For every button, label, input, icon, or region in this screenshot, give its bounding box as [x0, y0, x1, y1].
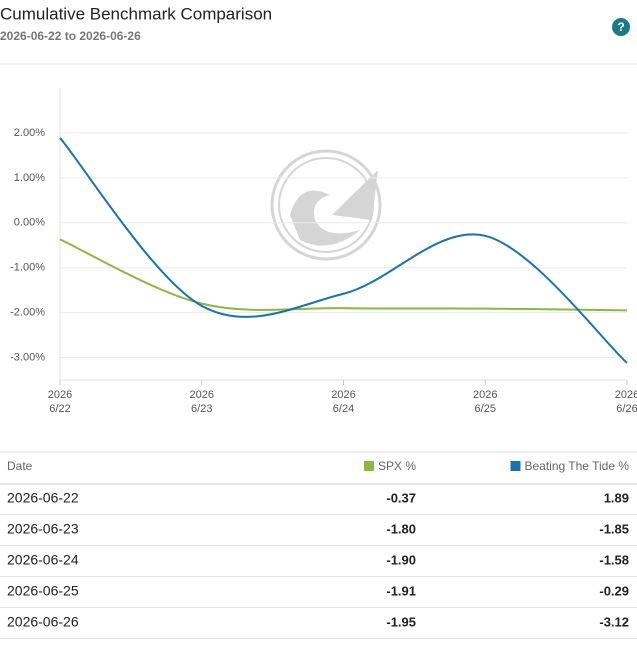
line — [59, 238, 628, 312]
y-tick-label: -2.00% — [10, 307, 45, 319]
table-value: -1.95 — [386, 614, 416, 629]
line — [59, 137, 628, 364]
table-header: Date — [7, 459, 33, 473]
table-value: -0.29 — [599, 583, 629, 598]
x-tick-label: 2026 — [473, 389, 497, 401]
table-date: 2026-06-22 — [7, 490, 79, 506]
x-tick-label: 6/25 — [475, 403, 496, 415]
x-tick-label: 2026 — [190, 389, 214, 401]
table-value: -1.58 — [599, 552, 629, 567]
table: Date SPX % Beating The Tide % 2026-06-22 -0.… — [0, 451, 637, 639]
x-tick-label: 2026 — [48, 389, 72, 401]
table-date: 2026-06-26 — [7, 614, 79, 630]
help-icon[interactable] — [612, 18, 630, 36]
legend-label: SPX % — [378, 459, 416, 473]
x-tick-label: 2026 — [331, 389, 355, 401]
chart-subtitle: 2026-06-22 to 2026-06-26 — [0, 29, 141, 43]
table-value: -3.12 — [599, 614, 629, 629]
legend-label: Beating The Tide % — [524, 459, 629, 473]
legend-swatch — [363, 461, 374, 471]
y-tick-label: 2.00% — [14, 127, 45, 139]
table-value: -1.85 — [599, 521, 629, 536]
table-date: 2026-06-24 — [7, 552, 79, 568]
x-tick-label: 6/22 — [49, 403, 70, 415]
table-date: 2026-06-23 — [7, 521, 79, 537]
help-icon-text[interactable]: ? — [617, 20, 624, 34]
table-value: -0.37 — [386, 490, 416, 505]
table-value: -1.80 — [386, 521, 416, 536]
table-value: -1.90 — [386, 552, 416, 567]
table-value: 1.89 — [604, 490, 629, 505]
watermark-logo — [270, 149, 382, 261]
x-tick-label: 2026 — [615, 389, 637, 401]
y-tick-label: 1.00% — [14, 172, 45, 184]
x-tick-label: 6/26 — [616, 403, 637, 415]
y-tick-label: -3.00% — [10, 351, 45, 363]
chart-title: Cumulative Benchmark Comparison — [0, 4, 272, 23]
y-tick-label: 0.00% — [14, 217, 45, 229]
x-tick-label: 6/24 — [333, 403, 354, 415]
table-value: -1.91 — [386, 583, 416, 598]
legend-swatch — [510, 461, 521, 471]
x-tick-label: 6/23 — [191, 403, 212, 415]
y-tick-label: -1.00% — [10, 262, 45, 274]
table-date: 2026-06-25 — [7, 583, 79, 599]
